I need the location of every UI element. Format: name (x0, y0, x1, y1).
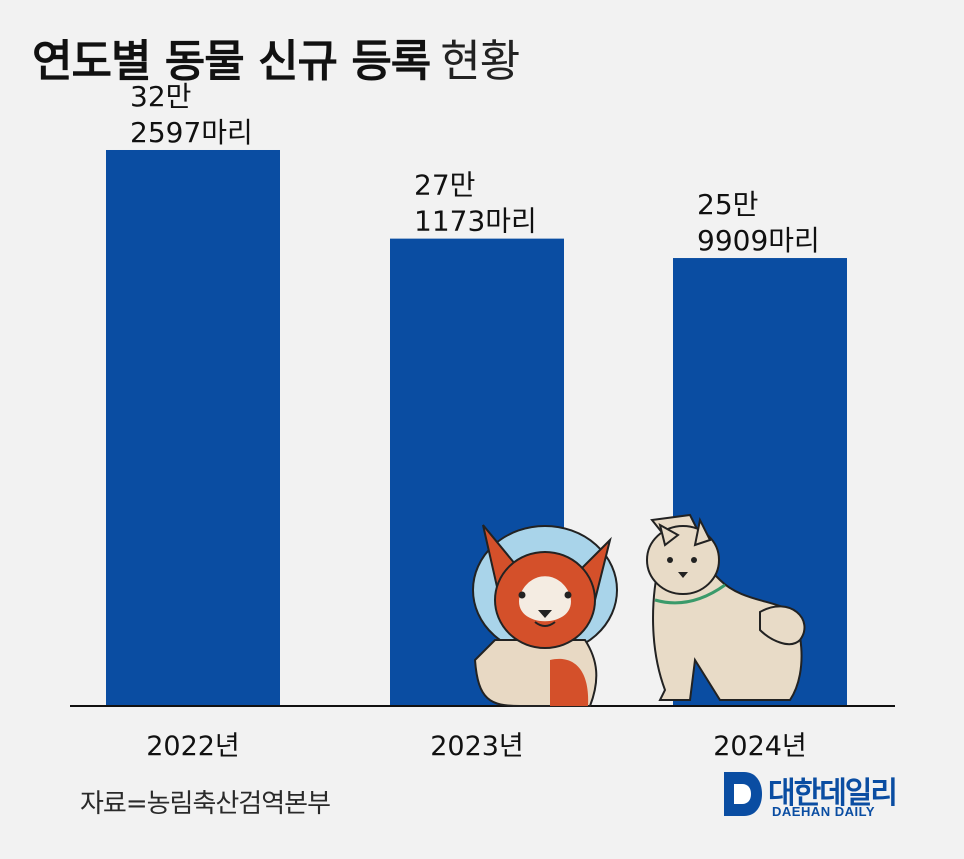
logo-sub: DAEHAN DAILY (772, 804, 876, 819)
white-dog-icon (646, 513, 806, 701)
logo-mark-icon (724, 772, 762, 816)
data-label-0-0: 32만 (130, 80, 191, 113)
title-light: 현황 (440, 36, 520, 87)
data-label-0-1: 2597마리 (130, 116, 253, 149)
data-label-1-1: 1173마리 (414, 205, 537, 238)
data-label-2-0: 25만 (697, 188, 758, 221)
category-label-0: 2022년 (146, 731, 240, 762)
category-label-2: 2024년 (713, 731, 807, 762)
corgi-with-cone-icon (472, 524, 618, 707)
data-label-2-1: 9909마리 (697, 224, 820, 257)
category-label-1: 2023년 (430, 731, 524, 762)
data-label-1-0: 27만 (414, 169, 475, 202)
logo: 대한데일리 DAEHAN DAILY (720, 764, 940, 824)
source-note: 자료=농림축산검역본부 (80, 789, 331, 819)
bar-0 (106, 149, 280, 707)
title-bold: 연도별 동물 신규 등록 (32, 36, 431, 87)
logo-name: 대한데일리 (768, 776, 898, 811)
chart-title: 연도별 동물 신규 등록 현황 (32, 32, 520, 92)
